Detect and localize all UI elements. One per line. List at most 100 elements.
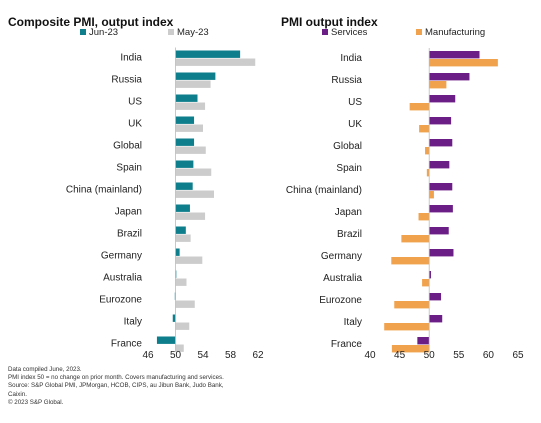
category-label: Germany [321,251,362,262]
bar-manufacturing [401,235,430,243]
legend-label: May-23 [177,27,209,38]
bar-jun23 [172,314,176,322]
footnote-line: © 2023 S&P Global. [8,398,64,406]
category-label: India [340,53,362,64]
category-label: Brazil [117,229,142,240]
legend-label: Jun-23 [89,27,118,38]
category-label: UK [128,119,142,130]
category-label: Germany [101,251,142,262]
bar-jun23 [175,204,190,212]
bar-may23 [175,102,206,110]
bar-manufacturing [422,279,430,287]
footnotes: Data compiled June, 2023. PMI index 50 =… [8,366,308,407]
bar-services [429,205,453,213]
bar-services [429,117,452,125]
bar-may23 [175,58,256,66]
bar-may23 [175,190,214,198]
bar-services [429,271,431,279]
category-label: Global [113,141,142,152]
bar-manufacturing [429,81,447,89]
x-tick-label: 40 [364,350,376,361]
category-label: Italy [344,317,362,328]
bar-services [429,227,449,235]
x-tick-label: 50 [424,350,436,361]
bar-manufacturing [391,257,430,265]
bar-services [417,337,430,345]
bar-manufacturing [418,213,430,221]
category-label: US [128,97,142,108]
category-label: Russia [111,75,142,86]
bar-services [429,95,456,103]
bar-may23 [175,300,195,308]
bar-jun23 [156,336,176,344]
category-label: Brazil [337,229,362,240]
bar-jun23 [175,138,195,146]
bar-jun23 [175,248,180,256]
category-label: China (mainland) [66,185,142,196]
category-label: Italy [124,317,142,328]
bar-jun23 [175,94,198,102]
x-tick-label: 45 [394,350,406,361]
category-label: Global [333,141,362,152]
legend-swatch [322,29,328,35]
x-tick-label: 65 [512,350,524,361]
legend-swatch [80,29,86,35]
bar-services [429,293,442,301]
bar-jun23 [175,182,193,190]
bar-manufacturing [419,125,430,133]
bar-may23 [175,344,184,352]
x-tick-label: 58 [225,350,237,361]
bar-may23 [175,278,187,286]
legend-label: Manufacturing [425,27,485,38]
bar-services [429,73,470,81]
bar-services [429,315,443,323]
x-tick-label: 60 [483,350,495,361]
bar-jun23 [175,116,195,124]
bar-services [429,51,480,59]
category-label: Japan [335,207,362,218]
bar-services [429,249,454,257]
bar-manufacturing [409,103,430,111]
category-label: Japan [115,207,142,218]
footnote-line: Source: S&P Global PMI, JPMorgan, HCOB, … [8,382,224,390]
bar-manufacturing [384,323,430,331]
bar-services [429,161,450,169]
x-tick-label: 46 [142,350,154,361]
bar-may23 [175,80,211,88]
category-label: Spain [116,163,142,174]
bar-may23 [175,234,191,242]
footnote-line: PMI index 50 = no change on prior month.… [8,374,224,382]
bar-services [429,139,453,147]
bar-may23 [175,256,203,264]
footnote-line: Data compiled June, 2023. [8,366,82,373]
bar-jun23 [175,72,216,80]
legend-label: Services [331,27,368,38]
bar-jun23 [175,226,186,234]
category-label: Eurozone [99,295,142,306]
bar-services [429,183,453,191]
x-tick-label: 54 [197,350,209,361]
chart-title: Composite PMI, output index [8,15,174,29]
category-label: Spain [336,163,362,174]
category-label: Australia [103,273,142,284]
x-tick-label: 55 [453,350,465,361]
category-label: Eurozone [319,295,362,306]
legend-swatch [416,29,422,35]
category-label: UK [348,119,362,130]
bar-may23 [175,168,212,176]
bar-jun23 [175,50,241,58]
bar-may23 [175,146,206,154]
x-tick-label: 62 [252,350,264,361]
category-label: Russia [331,75,362,86]
bar-jun23 [175,160,194,168]
chart-title: PMI output index [281,15,378,29]
x-tick-label: 50 [170,350,182,361]
category-label: India [120,53,142,64]
bar-manufacturing [394,301,430,309]
bar-manufacturing [391,345,430,353]
category-label: France [111,339,143,350]
bar-manufacturing [429,191,434,199]
bar-may23 [175,212,206,220]
legend-swatch [168,29,174,35]
